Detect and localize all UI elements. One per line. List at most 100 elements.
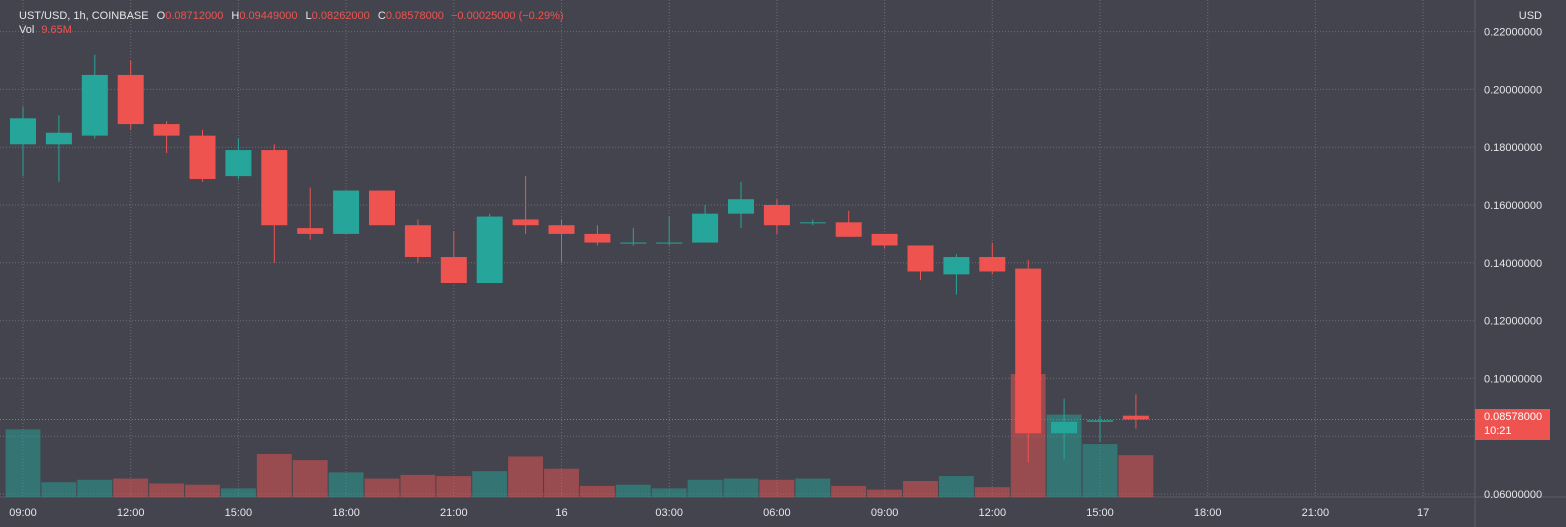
candle-body <box>871 233 898 246</box>
candle-body <box>943 257 970 275</box>
volume-bar <box>185 484 220 497</box>
candle-body <box>728 199 754 214</box>
volume-bar <box>436 476 472 497</box>
volume-bar <box>364 478 400 497</box>
candle-body <box>512 219 539 226</box>
volume-bar <box>508 456 544 497</box>
volume-bar <box>615 484 651 497</box>
candle-body <box>225 150 252 177</box>
candle-body <box>10 118 36 145</box>
low-value: 0.08262000 <box>311 10 370 22</box>
candle <box>656 216 683 246</box>
price-candles <box>10 54 1149 463</box>
volume-bar <box>41 482 77 497</box>
candle <box>871 233 898 249</box>
candle <box>512 176 539 234</box>
candle <box>369 190 395 226</box>
candle <box>943 254 970 295</box>
time-tick-label: 12:00 <box>979 507 1007 519</box>
time-tick-label: 16 <box>555 507 567 519</box>
volume-bar <box>938 476 974 497</box>
time-tick-label: 06:00 <box>763 507 791 519</box>
candle-body <box>261 150 288 226</box>
open-value: 0.08712000 <box>165 10 224 22</box>
volume-bar <box>328 472 364 497</box>
volume-value: 9.65M <box>41 24 72 36</box>
chart-legend: UST/USD, 1h, COINBASE O0.08712000 H0.094… <box>19 9 564 37</box>
candle <box>907 245 934 281</box>
price-axis-unit[interactable]: USD <box>1518 10 1542 22</box>
candle <box>440 231 467 284</box>
price-tick-label: 0.18000000 <box>1484 142 1542 154</box>
candle-body <box>799 222 826 224</box>
candle-body <box>1051 421 1078 434</box>
time-tick-label: 15:00 <box>1086 507 1114 519</box>
change-value: −0.00025000 (−0.29%) <box>451 10 564 22</box>
price-tick-label: 0.20000000 <box>1484 84 1542 96</box>
candle <box>1122 394 1149 429</box>
volume-legend-row: Vol 9.65M <box>19 23 564 37</box>
candle <box>763 199 790 234</box>
volume-bar <box>544 468 579 497</box>
time-tick-label: 09:00 <box>871 507 899 519</box>
volume-bar <box>292 460 328 497</box>
volume-label[interactable]: Vol <box>19 24 35 36</box>
time-tick-label: 15:00 <box>225 507 253 519</box>
volume-bar <box>5 429 41 497</box>
time-axis[interactable]: 09:00 12:00 15:00 18:00 21:00 16 03:00 06:00 09:… <box>9 507 1429 519</box>
candle <box>261 144 288 263</box>
candle-body <box>656 242 683 244</box>
candle-body <box>117 74 144 125</box>
volume-bar <box>831 485 867 497</box>
volume-bar <box>1082 444 1118 497</box>
volume-bar <box>579 485 615 497</box>
ohlc-legend-row: UST/USD, 1h, COINBASE O0.08712000 H0.094… <box>19 9 564 23</box>
time-tick-label: 18:00 <box>332 507 360 519</box>
candle <box>728 181 754 229</box>
candle <box>45 115 72 182</box>
candle-body <box>1087 420 1113 422</box>
candle <box>225 138 252 179</box>
candle-body <box>907 245 934 272</box>
candle-body <box>476 216 503 284</box>
candle-body <box>369 190 395 226</box>
volume-bar <box>1118 455 1154 497</box>
candle <box>979 242 1006 275</box>
candle-body <box>692 213 719 243</box>
volume-bar <box>723 478 759 497</box>
candle-body <box>1015 268 1042 434</box>
candle-body <box>333 190 360 234</box>
close-label: C <box>377 10 386 22</box>
candle-body <box>440 257 467 284</box>
candle-body <box>81 74 108 136</box>
symbol-title[interactable]: UST/USD, 1h, COINBASE <box>19 10 149 22</box>
time-tick-label: 17 <box>1417 507 1429 519</box>
current-price-value: 0.08578000 <box>1484 411 1543 423</box>
candle-body <box>1122 415 1149 420</box>
open-label: O <box>156 10 166 22</box>
volume-bar <box>903 481 938 497</box>
price-tick-label: 0.16000000 <box>1484 200 1542 212</box>
time-tick-label: 12:00 <box>117 507 145 519</box>
volume-bar <box>651 488 687 497</box>
candle-body <box>584 233 611 243</box>
candle-body <box>548 225 575 234</box>
volume-bar <box>113 478 149 497</box>
high-value: 0.09449000 <box>239 10 298 22</box>
candle <box>153 121 180 153</box>
candle <box>333 190 360 234</box>
bar-countdown: 10:21 <box>1484 425 1512 437</box>
price-tick-label: 0.22000000 <box>1484 27 1542 39</box>
price-tick-label: 0.10000000 <box>1484 373 1542 385</box>
price-tick-label: 0.12000000 <box>1484 316 1542 328</box>
candle <box>10 106 36 177</box>
candle-body <box>763 205 790 226</box>
volume-bar <box>149 483 185 497</box>
candle <box>799 219 826 226</box>
time-tick-label: 03:00 <box>655 507 683 519</box>
volume-bar <box>472 471 508 497</box>
volume-bar <box>687 479 723 497</box>
candle <box>548 219 575 263</box>
